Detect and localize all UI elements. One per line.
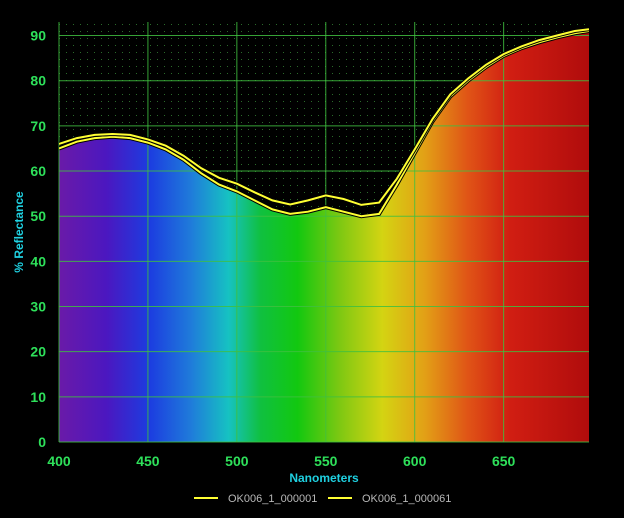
- x-tick-label: 550: [314, 453, 338, 469]
- legend-label-series-1: OK006_1_000001: [228, 493, 317, 505]
- y-tick-label: 0: [38, 434, 46, 450]
- x-tick-label: 450: [136, 453, 160, 469]
- y-tick-label: 50: [30, 208, 46, 224]
- y-axis-label: % Reflectance: [12, 191, 26, 273]
- y-tick-label: 40: [30, 253, 46, 269]
- x-axis-label: Nanometers: [289, 471, 359, 485]
- x-tick-label: 650: [492, 453, 516, 469]
- spectrum-fill: [59, 31, 589, 442]
- y-tick-label: 30: [30, 299, 46, 315]
- y-tick-label: 90: [30, 28, 46, 44]
- y-tick-label: 10: [30, 389, 46, 405]
- x-tick-label: 600: [403, 453, 427, 469]
- legend: OK006_1_000001 OK006_1_000061: [194, 493, 451, 505]
- y-tick-label: 80: [30, 73, 46, 89]
- series-line-2: [59, 28, 589, 206]
- legend-label-series-2: OK006_1_000061: [362, 493, 451, 505]
- y-tick-label: 20: [30, 344, 46, 360]
- y-tick-label: 60: [30, 163, 46, 179]
- y-tick-label: 70: [30, 118, 46, 134]
- x-tick-label: 400: [47, 453, 71, 469]
- x-tick-label: 500: [225, 453, 249, 469]
